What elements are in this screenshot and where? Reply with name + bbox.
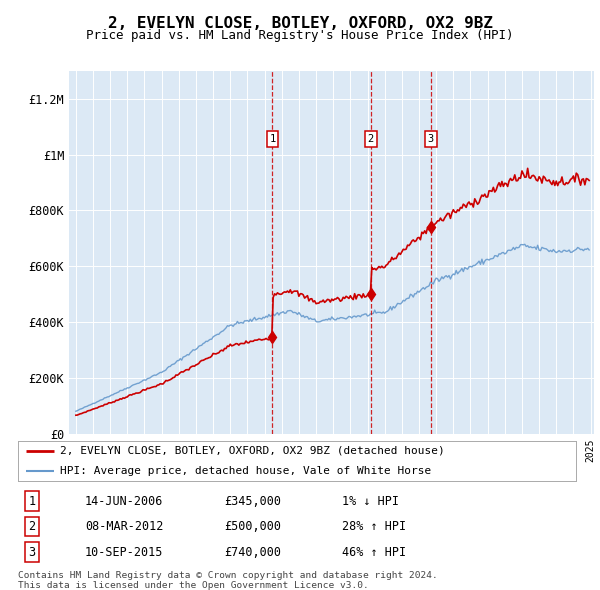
Text: 10-SEP-2015: 10-SEP-2015 [85, 546, 163, 559]
Text: 2, EVELYN CLOSE, BOTLEY, OXFORD, OX2 9BZ: 2, EVELYN CLOSE, BOTLEY, OXFORD, OX2 9BZ [107, 16, 493, 31]
Text: 1: 1 [269, 134, 275, 144]
Text: 3: 3 [428, 134, 434, 144]
Text: 2: 2 [368, 134, 374, 144]
Text: 46% ↑ HPI: 46% ↑ HPI [341, 546, 406, 559]
Text: HPI: Average price, detached house, Vale of White Horse: HPI: Average price, detached house, Vale… [60, 466, 431, 476]
Text: 14-JUN-2006: 14-JUN-2006 [85, 494, 163, 507]
Text: 2, EVELYN CLOSE, BOTLEY, OXFORD, OX2 9BZ (detached house): 2, EVELYN CLOSE, BOTLEY, OXFORD, OX2 9BZ… [60, 446, 445, 455]
Text: £740,000: £740,000 [224, 546, 281, 559]
Text: Contains HM Land Registry data © Crown copyright and database right 2024.
This d: Contains HM Land Registry data © Crown c… [18, 571, 438, 590]
Text: £345,000: £345,000 [224, 494, 281, 507]
Text: 08-MAR-2012: 08-MAR-2012 [85, 520, 163, 533]
Text: 28% ↑ HPI: 28% ↑ HPI [341, 520, 406, 533]
Text: 1: 1 [28, 494, 35, 507]
Text: £500,000: £500,000 [224, 520, 281, 533]
Text: 2: 2 [28, 520, 35, 533]
Text: Price paid vs. HM Land Registry's House Price Index (HPI): Price paid vs. HM Land Registry's House … [86, 29, 514, 42]
Text: 1% ↓ HPI: 1% ↓ HPI [341, 494, 398, 507]
Text: 3: 3 [28, 546, 35, 559]
